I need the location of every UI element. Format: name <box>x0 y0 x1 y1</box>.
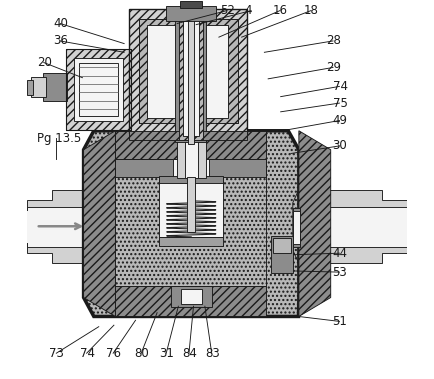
Bar <box>138 19 238 123</box>
Text: 30: 30 <box>332 139 347 152</box>
Text: 31: 31 <box>159 347 174 360</box>
Bar <box>129 9 247 133</box>
Bar <box>273 238 290 253</box>
Bar <box>75 58 123 121</box>
Bar <box>185 131 198 178</box>
Polygon shape <box>84 131 115 316</box>
Bar <box>180 1 202 8</box>
Bar <box>27 80 33 95</box>
Bar <box>66 49 132 130</box>
Bar <box>129 9 247 133</box>
Polygon shape <box>293 190 299 263</box>
Bar <box>27 211 94 243</box>
Bar <box>115 159 266 177</box>
Text: 40: 40 <box>53 17 68 30</box>
Bar <box>299 211 407 243</box>
Bar <box>183 15 199 136</box>
Bar <box>293 208 299 247</box>
Polygon shape <box>27 190 94 263</box>
Bar <box>166 6 216 21</box>
Text: 74: 74 <box>332 80 348 93</box>
Text: 52: 52 <box>220 4 235 17</box>
Bar <box>115 286 266 316</box>
Text: 83: 83 <box>205 347 220 360</box>
Text: 18: 18 <box>304 4 319 17</box>
Bar <box>175 9 207 142</box>
Text: 51: 51 <box>332 315 348 328</box>
Bar <box>159 176 223 183</box>
Bar <box>129 49 133 130</box>
Text: 75: 75 <box>332 97 348 110</box>
Text: 4: 4 <box>244 4 252 17</box>
Bar <box>27 207 94 247</box>
Polygon shape <box>84 131 299 316</box>
Bar <box>271 236 293 273</box>
Polygon shape <box>299 131 331 316</box>
Bar <box>147 25 228 118</box>
Bar <box>159 237 223 246</box>
Bar <box>177 131 206 178</box>
Text: 74: 74 <box>80 347 95 360</box>
Bar <box>181 289 202 304</box>
Bar <box>43 73 67 101</box>
Text: 53: 53 <box>332 266 347 279</box>
Text: 28: 28 <box>326 34 341 47</box>
Bar <box>187 177 195 232</box>
Bar <box>66 49 132 130</box>
Bar <box>115 131 266 159</box>
Text: Pg 13.5: Pg 13.5 <box>37 132 81 145</box>
Bar <box>115 159 266 286</box>
Polygon shape <box>94 211 115 241</box>
Bar <box>138 19 238 123</box>
Bar <box>188 13 194 144</box>
Text: 29: 29 <box>326 61 341 74</box>
Text: 36: 36 <box>53 34 68 47</box>
Bar <box>129 131 247 140</box>
Text: 76: 76 <box>106 347 122 360</box>
Bar <box>179 11 203 140</box>
Bar <box>31 77 46 97</box>
Bar <box>299 207 407 247</box>
Text: 80: 80 <box>135 347 149 360</box>
Text: 20: 20 <box>37 56 52 69</box>
Bar <box>174 159 210 177</box>
Bar <box>171 286 212 307</box>
Text: 16: 16 <box>273 4 288 17</box>
Bar <box>159 177 223 237</box>
Text: 44: 44 <box>332 247 348 260</box>
Bar <box>79 63 118 116</box>
Text: 73: 73 <box>49 347 64 360</box>
Text: 49: 49 <box>332 114 348 127</box>
Text: 84: 84 <box>182 347 197 360</box>
Polygon shape <box>94 190 115 263</box>
Bar <box>293 211 299 244</box>
Polygon shape <box>299 190 407 263</box>
